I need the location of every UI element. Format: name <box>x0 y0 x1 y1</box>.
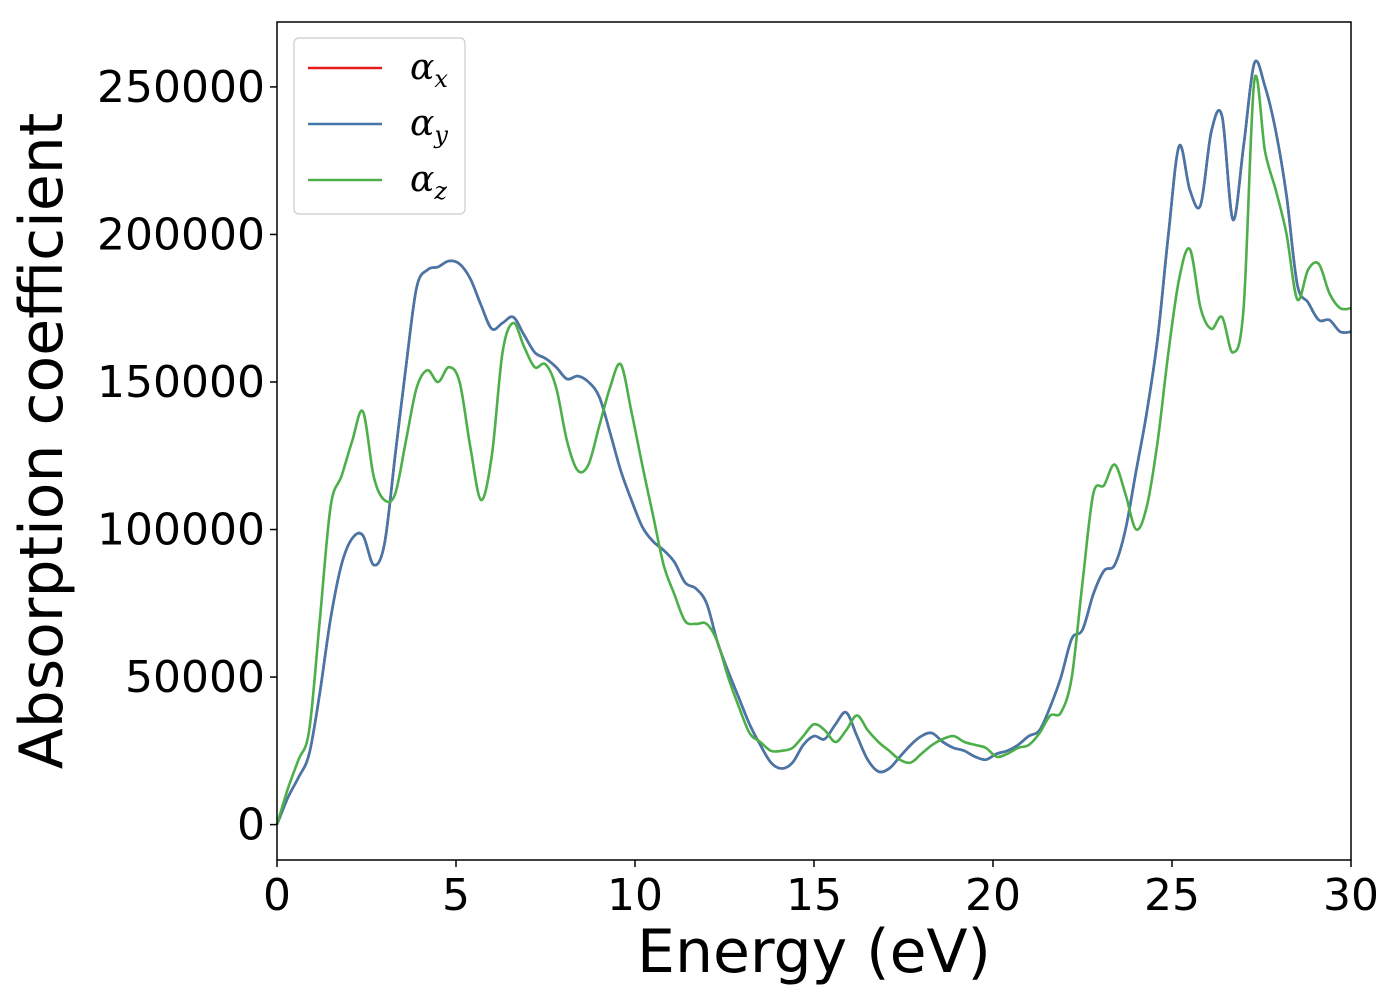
series-line-alpha-y <box>275 59 1352 826</box>
series-layer <box>275 59 1352 826</box>
legend-label: αx <box>410 47 448 93</box>
legend-subscript: x <box>434 65 448 93</box>
y-tick-label: 250000 <box>97 62 265 113</box>
legend-symbol: α <box>410 159 434 200</box>
x-tick-label: 20 <box>965 870 1021 921</box>
x-tick-label: 25 <box>1144 870 1200 921</box>
y-tick-label: 50000 <box>125 652 265 703</box>
x-axis-title: Energy (eV) <box>637 917 991 987</box>
y-axis: 0 50000 100000 150000 200000 250000 <box>97 62 277 851</box>
x-axis: 0 5 10 15 20 25 30 <box>263 860 1379 921</box>
legend-label: αz <box>410 159 447 205</box>
legend-box <box>293 37 466 215</box>
legend-symbol: α <box>410 47 434 88</box>
y-axis-title: Absorption coefficient <box>7 113 77 770</box>
x-tick-label: 5 <box>442 870 470 921</box>
y-tick-label: 200000 <box>97 209 265 260</box>
x-tick-label: 30 <box>1323 870 1379 921</box>
series-line-alpha-z <box>275 74 1352 825</box>
legend-subscript: y <box>433 121 448 149</box>
legend-label: αy <box>410 103 448 149</box>
y-tick-label: 0 <box>237 800 265 851</box>
y-tick-label: 100000 <box>97 505 265 556</box>
legend-subscript: z <box>433 177 447 205</box>
x-tick-label: 15 <box>786 870 842 921</box>
legend-symbol: α <box>410 103 434 144</box>
x-tick-label: 10 <box>607 870 663 921</box>
x-tick-label: 0 <box>263 870 291 921</box>
y-tick-label: 150000 <box>97 357 265 408</box>
